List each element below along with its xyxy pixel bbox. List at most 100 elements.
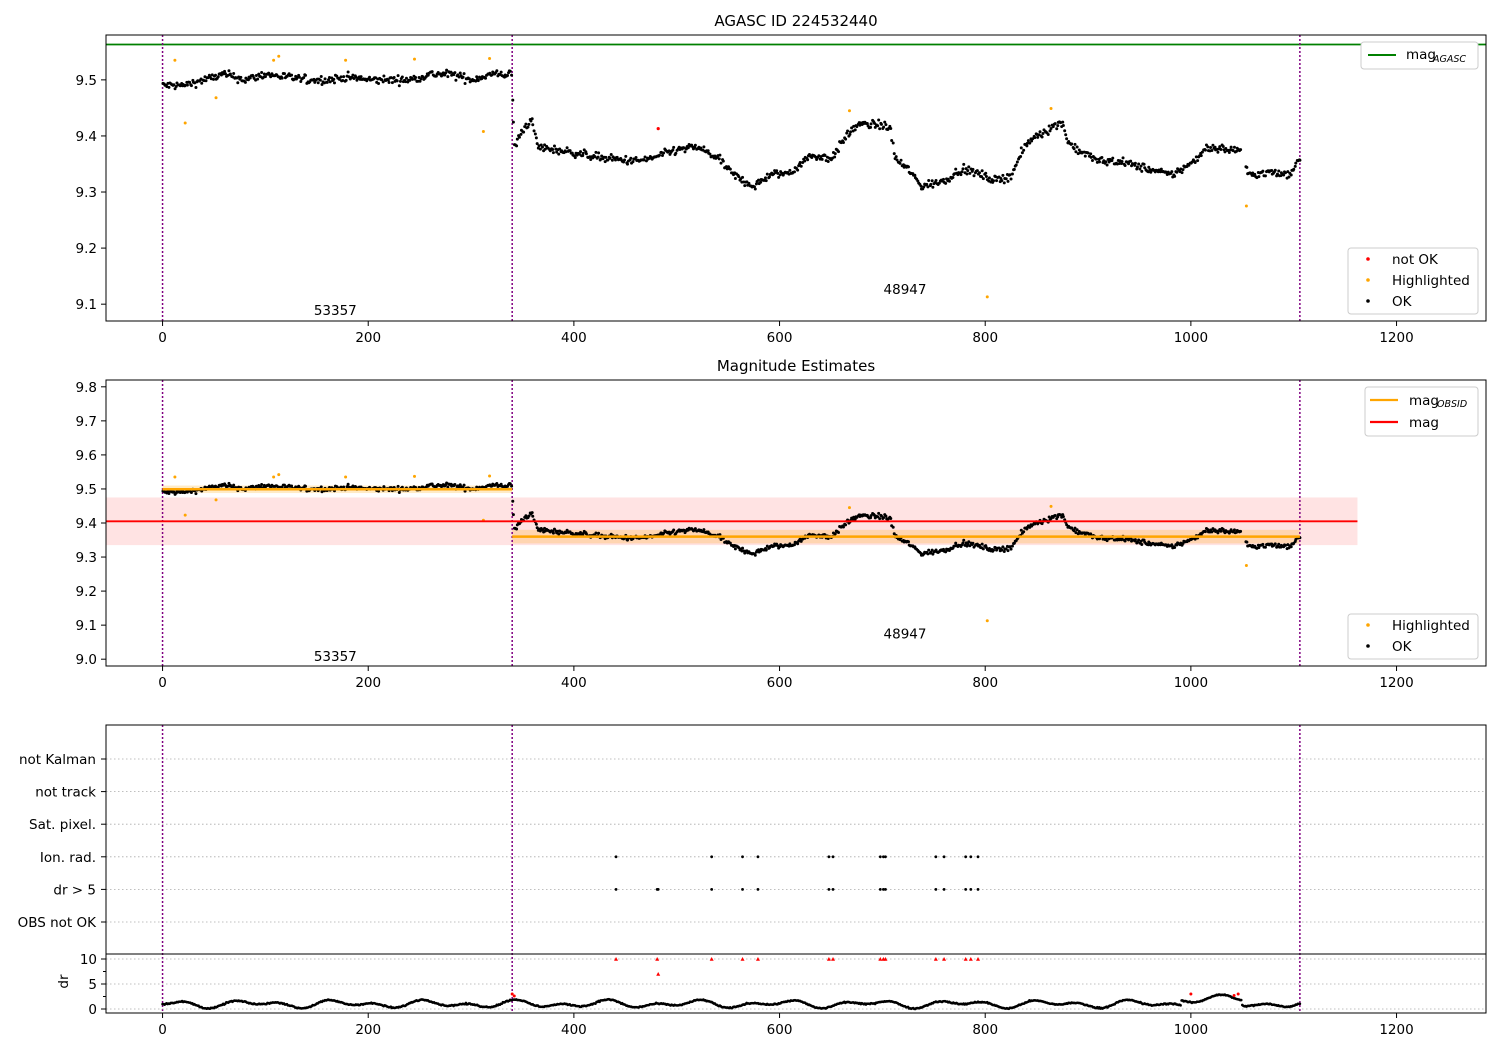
ok-point xyxy=(853,128,857,132)
ok-point xyxy=(597,151,601,155)
ok-point xyxy=(397,84,401,88)
legend-box xyxy=(1347,613,1479,660)
ok-point xyxy=(926,185,930,189)
ok-point xyxy=(392,75,396,79)
x-tick-label: 0 xyxy=(158,330,167,346)
ok-point xyxy=(925,182,929,186)
ok-point xyxy=(671,148,675,152)
y-tick-label: 10 xyxy=(80,952,97,968)
ok-point xyxy=(799,539,803,543)
legend-label-mag: mag xyxy=(1409,393,1439,409)
ok-point xyxy=(609,152,613,156)
ok-point xyxy=(347,75,351,79)
ok-point xyxy=(188,80,192,84)
highlighted-point xyxy=(173,58,177,62)
ok-point xyxy=(408,78,412,82)
ok-point xyxy=(882,125,886,129)
ok-point xyxy=(1049,126,1053,130)
ok-point xyxy=(891,141,895,145)
ok-point xyxy=(833,152,837,156)
ok-point xyxy=(332,81,336,85)
ok-point xyxy=(319,485,323,489)
y-tick-label: 5 xyxy=(88,977,97,993)
ok-point xyxy=(877,511,881,515)
x-tick-label: 1000 xyxy=(1174,675,1208,691)
ok-point xyxy=(515,527,519,531)
ok-point xyxy=(346,482,350,486)
ok-point xyxy=(524,122,528,126)
highlighted-point xyxy=(488,474,492,478)
legend-marker xyxy=(1366,644,1370,648)
legend-label: OK xyxy=(1392,639,1413,655)
x-tick-label: 200 xyxy=(355,675,381,691)
obsid-label: 48947 xyxy=(884,282,927,298)
ok-point xyxy=(1086,151,1090,155)
ok-point xyxy=(325,80,329,84)
ok-point xyxy=(1098,537,1102,541)
ok-point xyxy=(584,152,588,156)
ok-point xyxy=(1170,543,1174,547)
ok-point xyxy=(506,74,510,78)
ok-point xyxy=(410,77,414,81)
legend-box xyxy=(1360,41,1479,70)
ok-point xyxy=(262,72,266,76)
legend-label-mag: mag xyxy=(1406,47,1436,63)
ok-point xyxy=(846,129,850,133)
flag-point xyxy=(827,855,831,859)
ok-point xyxy=(1294,161,1298,165)
ok-point xyxy=(966,542,970,546)
ok-point xyxy=(524,514,528,518)
ok-point xyxy=(346,70,350,74)
legend-status: not OK Highlighted OK xyxy=(1347,247,1479,315)
highlighted-point xyxy=(985,619,989,623)
ok-point xyxy=(1223,150,1227,154)
ok-point xyxy=(581,154,585,158)
flag-point xyxy=(710,888,714,891)
ok-point xyxy=(551,147,555,151)
ok-point xyxy=(1196,159,1200,163)
ok-point xyxy=(1175,170,1179,174)
ok-point xyxy=(796,168,800,172)
ok-point xyxy=(1008,173,1012,177)
ok-point xyxy=(1047,124,1051,128)
ok-point xyxy=(719,161,723,165)
highlighted-point xyxy=(214,96,218,100)
ok-point xyxy=(702,145,706,149)
legend-marker xyxy=(1366,623,1370,627)
ok-point xyxy=(1277,169,1281,173)
ok-point xyxy=(776,171,780,175)
flag-point xyxy=(756,855,760,859)
ok-point xyxy=(463,82,467,86)
ok-point xyxy=(776,544,780,548)
ok-point xyxy=(1245,165,1249,169)
ok-point xyxy=(965,172,969,176)
ok-point xyxy=(581,151,585,155)
ok-point xyxy=(606,158,610,162)
ok-point xyxy=(764,548,768,552)
legend-marker xyxy=(1366,299,1370,303)
ok-point xyxy=(876,124,880,128)
ok-point xyxy=(382,485,386,489)
y-tick-label: 9.3 xyxy=(76,550,97,566)
flag-point xyxy=(831,855,835,859)
ok-point xyxy=(508,482,512,486)
ok-point xyxy=(1133,538,1137,542)
ok-point xyxy=(841,140,845,144)
ok-point xyxy=(961,167,965,171)
ok-point xyxy=(833,155,837,159)
ok-point xyxy=(1193,160,1197,164)
panel1-plot-area xyxy=(106,35,1486,321)
ok-point xyxy=(446,75,450,79)
ok-point xyxy=(759,180,763,184)
ok-point xyxy=(1065,137,1069,141)
legend-label: Highlighted xyxy=(1392,273,1470,289)
dr-not-ok-point xyxy=(512,994,516,998)
ok-point xyxy=(743,184,747,188)
ok-point xyxy=(934,178,938,182)
ok-point xyxy=(1221,144,1225,148)
ok-point xyxy=(600,154,604,158)
ok-point xyxy=(228,72,232,76)
flag-point xyxy=(878,855,882,859)
ok-point xyxy=(223,69,227,73)
